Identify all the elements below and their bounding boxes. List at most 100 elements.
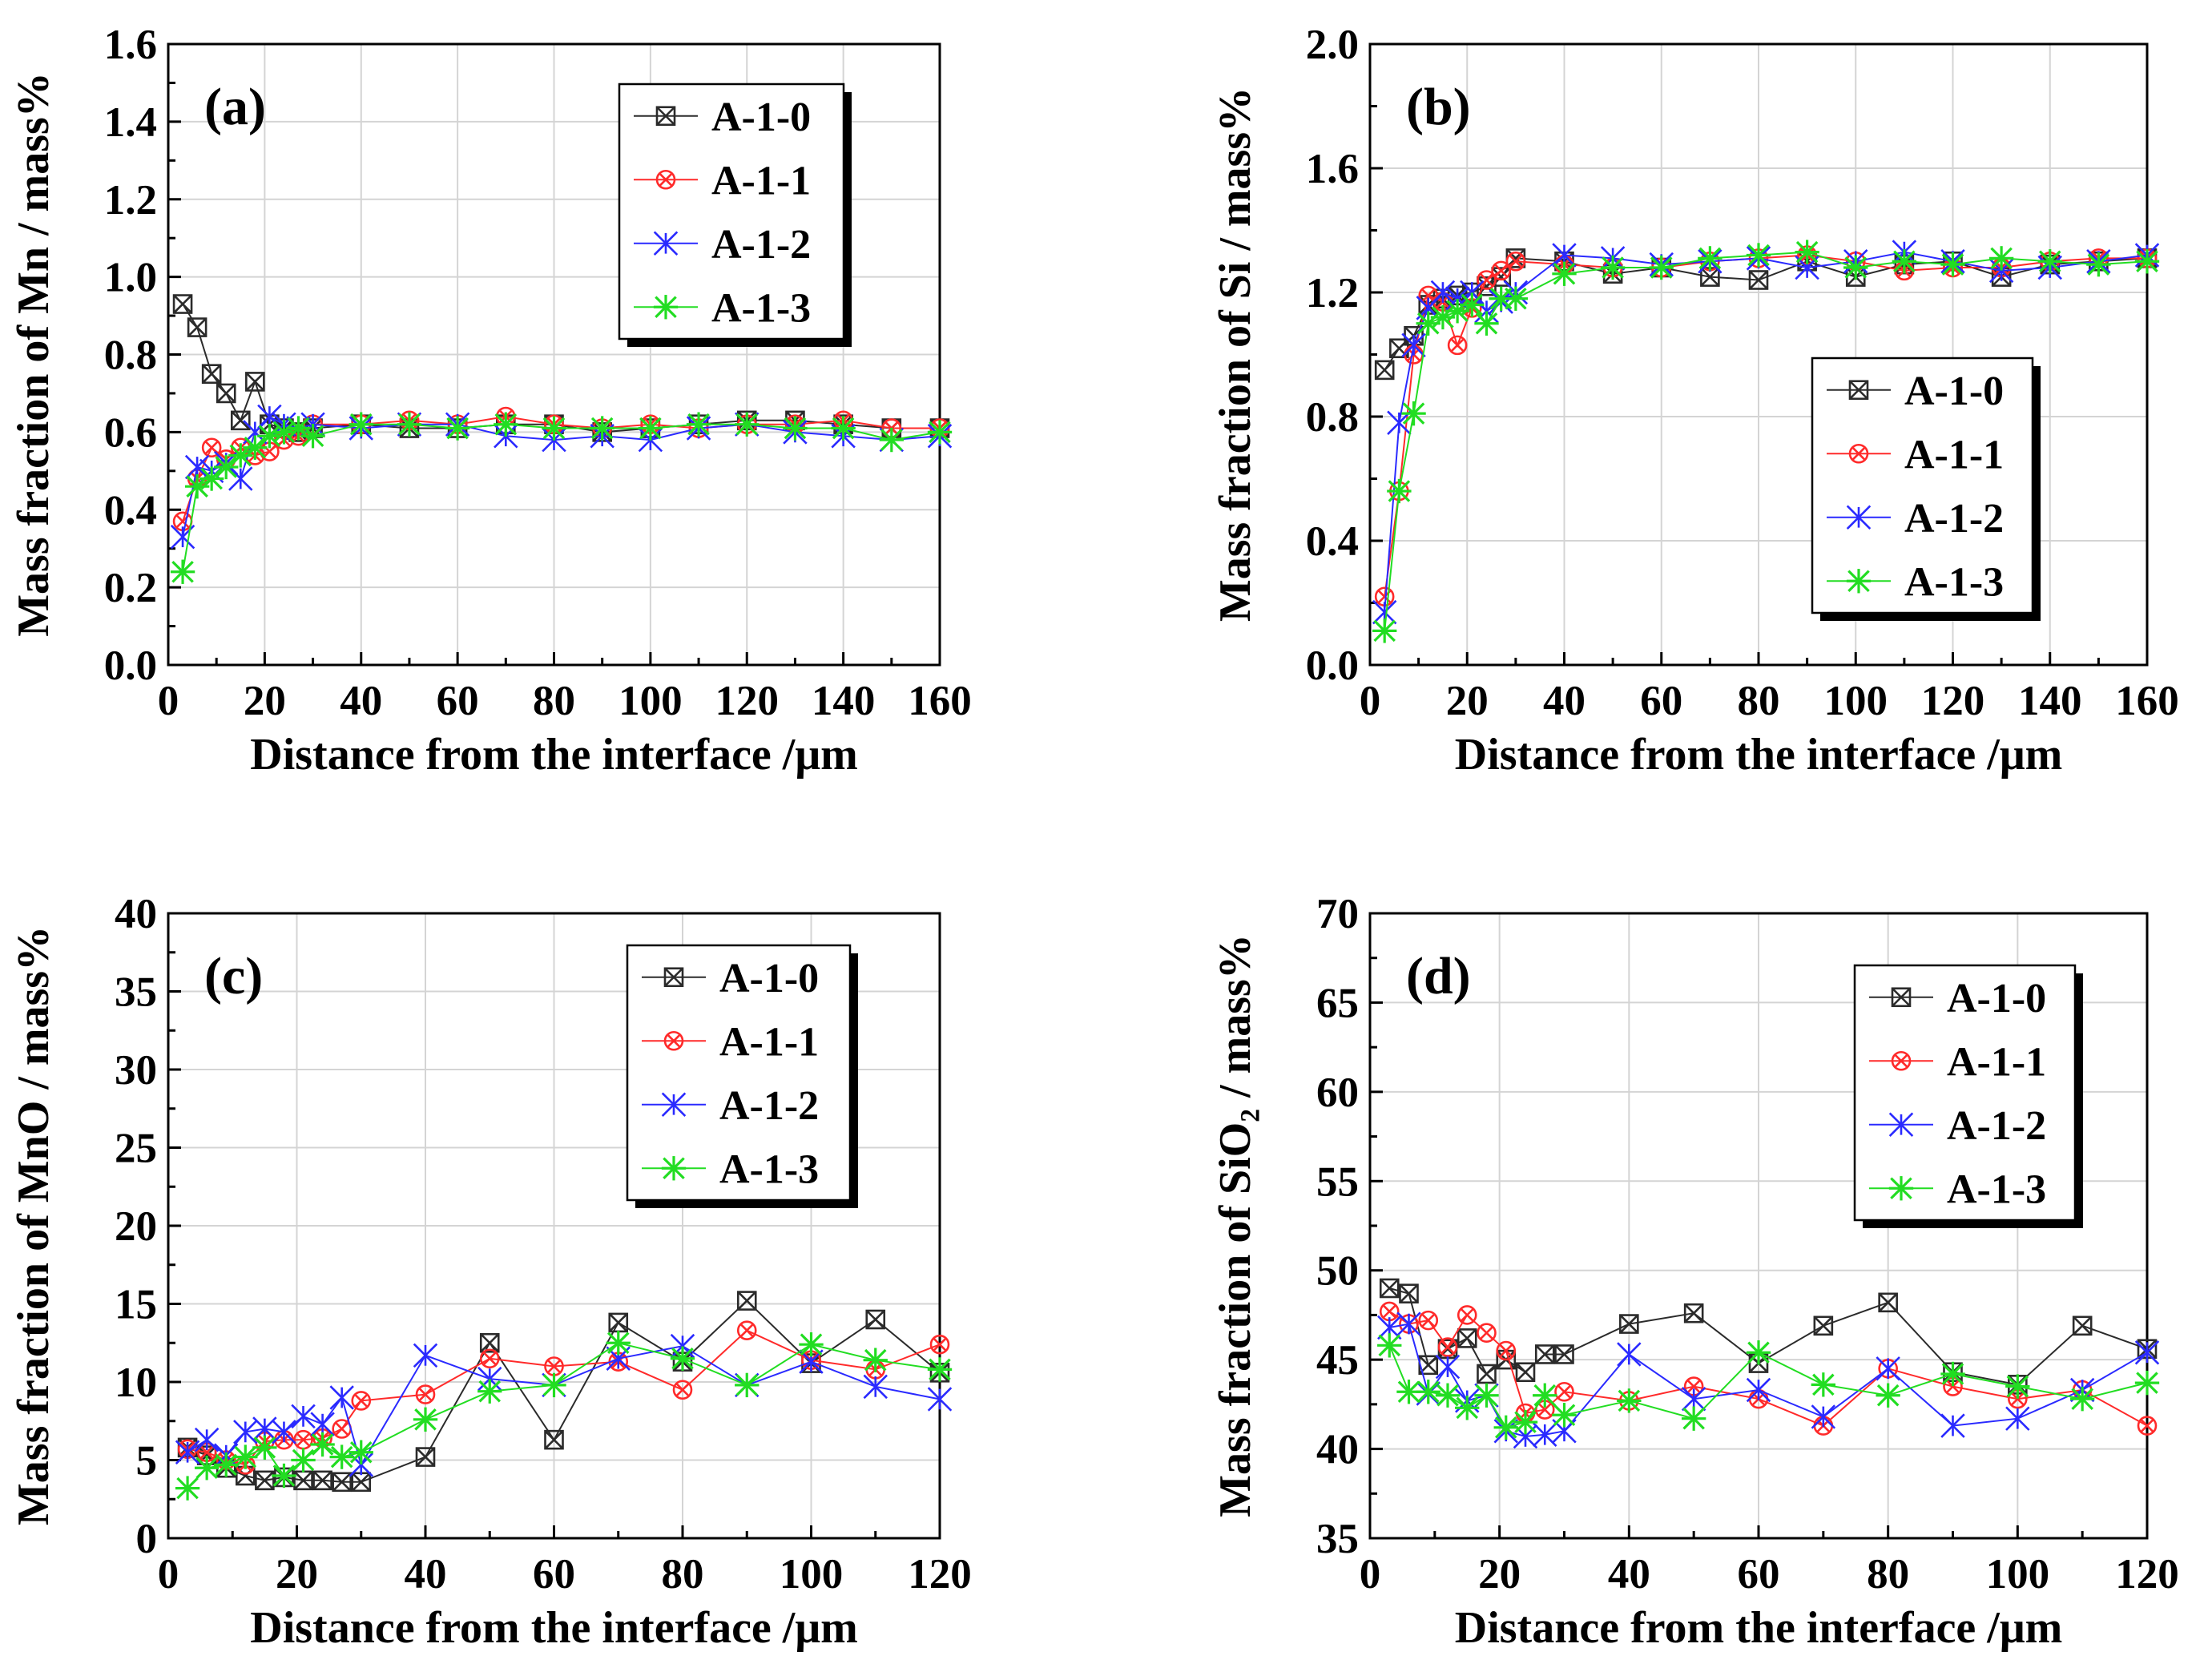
legend-item: A-1-0 bbox=[1869, 976, 2046, 1021]
legend-item: A-1-3 bbox=[1869, 1166, 2046, 1212]
data-point bbox=[194, 1427, 220, 1452]
data-point bbox=[2005, 1406, 2030, 1431]
data-point bbox=[397, 412, 422, 437]
marker-stroke bbox=[255, 1470, 275, 1490]
marker-stroke bbox=[1619, 1314, 1639, 1334]
data-point bbox=[863, 1348, 888, 1372]
data-point bbox=[544, 1429, 564, 1450]
data-point bbox=[1681, 1406, 1706, 1431]
x-tick-label: 20 bbox=[1478, 1551, 1521, 1597]
marker-stroke bbox=[544, 1430, 564, 1450]
marker-stroke bbox=[1375, 360, 1395, 380]
data-point bbox=[1746, 243, 1771, 268]
marker-circle bbox=[1477, 270, 1497, 290]
marker-circle bbox=[201, 437, 222, 458]
marker-stroke bbox=[351, 1472, 371, 1492]
data-point bbox=[257, 424, 282, 449]
x-tick-label: 20 bbox=[244, 678, 286, 724]
data-point bbox=[735, 1372, 760, 1398]
data-point bbox=[1617, 1388, 1642, 1413]
data-point bbox=[1401, 332, 1426, 358]
marker-circle bbox=[415, 1384, 436, 1404]
marker-box bbox=[230, 410, 251, 431]
marker-stroke bbox=[656, 106, 675, 126]
legend-label: A-1-1 bbox=[1947, 1039, 2046, 1085]
data-point bbox=[1876, 1356, 1900, 1381]
legend-item: A-1-2 bbox=[1869, 1103, 2046, 1149]
marker-box bbox=[1891, 987, 1912, 1008]
marker-stroke bbox=[1382, 1304, 1397, 1319]
panel-c: 0 20 40 60 80 100 120 0 5 10 15 20 25 30 35 40 Distance … bbox=[9, 891, 972, 1653]
data-point bbox=[312, 1470, 332, 1491]
legend: A-1-0 A-1-1 A-1-2 A-1-3 bbox=[626, 944, 858, 1208]
data-point bbox=[1554, 1381, 1574, 1402]
marker-box bbox=[1748, 270, 1769, 290]
x-tick-label: 120 bbox=[715, 678, 780, 724]
data-point bbox=[199, 466, 224, 491]
marker-circle bbox=[1477, 1323, 1497, 1344]
data-point bbox=[736, 1291, 757, 1311]
marker-box bbox=[332, 1472, 352, 1493]
y-tick-label: 0.0 bbox=[1306, 643, 1359, 689]
legend-label: A-1-3 bbox=[711, 285, 811, 331]
x-tick-label: 40 bbox=[1608, 1551, 1650, 1597]
y-tick-label: 0.4 bbox=[104, 487, 157, 534]
data-point bbox=[1795, 240, 1819, 264]
marker-circle bbox=[479, 1348, 500, 1369]
marker-circle bbox=[736, 1320, 757, 1340]
legend-marker bbox=[1848, 380, 1869, 401]
data-point bbox=[879, 427, 904, 453]
marker-stroke bbox=[1537, 1402, 1553, 1417]
data-point bbox=[1811, 1372, 1836, 1397]
data-point bbox=[272, 420, 296, 445]
legend-marker bbox=[653, 295, 679, 320]
y-axis-title: Mass fraction of SiO₂ / mass% bbox=[1211, 934, 1260, 1517]
legend-item: A-1-3 bbox=[1827, 559, 2004, 605]
y-tick-label: 0.0 bbox=[104, 643, 157, 689]
x-tick-label: 120 bbox=[1921, 678, 1985, 724]
panel-label: (b) bbox=[1406, 78, 1471, 136]
marker-stroke bbox=[1516, 1362, 1535, 1382]
data-point bbox=[1460, 292, 1485, 317]
data-point bbox=[1447, 335, 1468, 356]
data-point bbox=[1416, 1380, 1440, 1404]
marker-circle bbox=[1554, 1381, 1574, 1402]
legend-box bbox=[1811, 357, 2034, 614]
y-axis-title: Mass fraction of Mn / mass% bbox=[9, 72, 58, 637]
marker-box bbox=[544, 1429, 564, 1450]
x-axis-title: Distance from the interface /μm bbox=[1455, 1603, 2062, 1653]
data-point bbox=[865, 1309, 886, 1330]
marker-circle bbox=[351, 1391, 372, 1411]
data-point bbox=[1515, 1362, 1536, 1383]
data-point bbox=[1552, 261, 1577, 286]
marker-box bbox=[1848, 380, 1869, 401]
y-tick-label: 1.4 bbox=[104, 99, 157, 146]
legend-marker bbox=[655, 169, 676, 190]
data-point bbox=[1493, 1415, 1518, 1440]
data-point bbox=[216, 383, 236, 404]
marker-circle bbox=[1848, 443, 1869, 464]
marker-box bbox=[245, 372, 265, 392]
marker-stroke bbox=[1749, 270, 1768, 290]
y-tick-label: 35 bbox=[115, 969, 157, 1016]
data-point bbox=[1698, 246, 1723, 271]
legend-item: A-1-1 bbox=[642, 1019, 819, 1065]
y-tick-label: 65 bbox=[1316, 980, 1359, 1026]
data-point bbox=[1396, 1311, 1421, 1336]
x-tick-label: 40 bbox=[340, 678, 382, 724]
marker-stroke bbox=[1894, 1054, 1908, 1069]
marker-circle bbox=[655, 169, 676, 190]
marker-stroke bbox=[933, 1337, 947, 1352]
x-tick-label: 80 bbox=[533, 678, 575, 724]
marker-box bbox=[1554, 1344, 1574, 1364]
data-point bbox=[1649, 255, 1674, 280]
marker-stroke bbox=[231, 410, 251, 430]
x-tick-label: 80 bbox=[1867, 1551, 1909, 1597]
marker-circle bbox=[1418, 1310, 1439, 1331]
data-point bbox=[172, 294, 193, 314]
marker-stroke bbox=[659, 172, 673, 187]
x-tick-label: 140 bbox=[2018, 678, 2082, 724]
data-point bbox=[1457, 1328, 1477, 1348]
marker-stroke bbox=[1849, 380, 1868, 400]
data-point bbox=[670, 1346, 695, 1371]
